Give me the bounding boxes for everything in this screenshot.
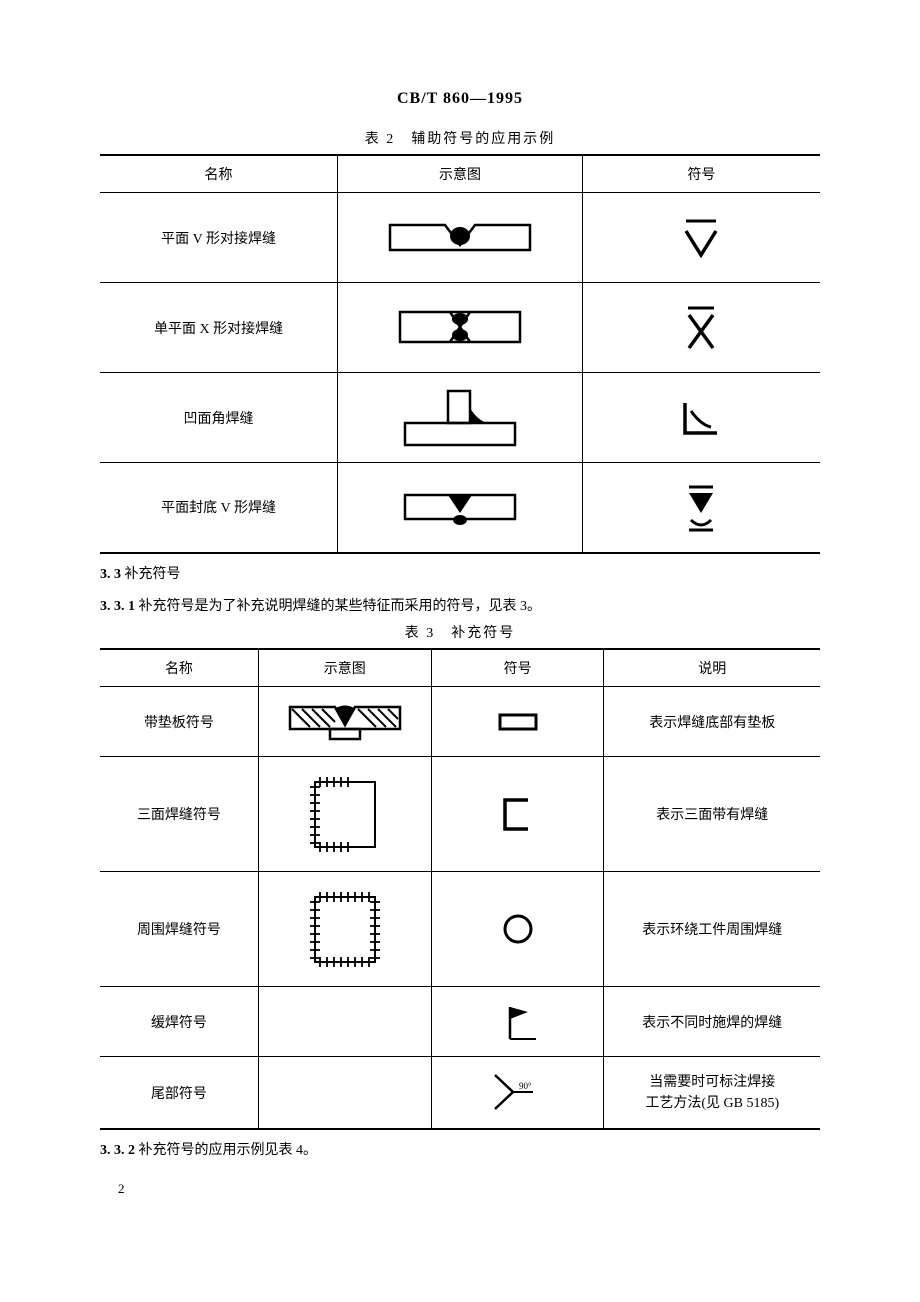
- table3-cell-diagram: [258, 1057, 431, 1130]
- table3-cell-diagram: [258, 757, 431, 872]
- section-3-3-num: 3. 3: [100, 567, 121, 582]
- table3-cell-symbol: [431, 687, 604, 757]
- table2-cell-symbol: [582, 283, 820, 373]
- table2-row: 单平面 X 形对接焊缝: [100, 283, 820, 373]
- table2-row: 平面 V 形对接焊缝: [100, 193, 820, 283]
- table3-caption: 表 3 补充符号: [100, 622, 820, 642]
- field-weld-symbol-icon: [488, 997, 548, 1047]
- table3-cell-name: 缓焊符号: [100, 987, 258, 1057]
- table3-cell-diagram: [258, 987, 431, 1057]
- table2-cell-diagram: [338, 193, 583, 283]
- table3-row: 带垫板符号 表示焊缝底部有垫板: [100, 687, 820, 757]
- table3-col-diagram: 示意图: [258, 649, 431, 687]
- table3-cell-desc: 当需要时可标注焊接 工艺方法(见 GB 5185): [604, 1057, 820, 1130]
- section-3-3-2: 3. 3. 2 补充符号的应用示例见表 4。: [100, 1140, 820, 1162]
- section-3-3-2-text: 补充符号的应用示例见表 4。: [139, 1143, 318, 1158]
- x-butt-diagram-icon: [380, 300, 540, 355]
- all-around-diagram-icon: [290, 882, 400, 977]
- backing-plate-diagram-icon: [280, 697, 410, 747]
- table2-row: 平面封底 V 形焊缝: [100, 463, 820, 553]
- table3-row: 周围焊缝符号: [100, 872, 820, 987]
- table2-cell-name: 平面 V 形对接焊缝: [100, 193, 338, 283]
- table3-col-name: 名称: [100, 649, 258, 687]
- table2-cell-diagram: [338, 373, 583, 463]
- three-side-diagram-icon: [290, 767, 400, 862]
- tail-symbol-icon: 90°: [483, 1065, 553, 1120]
- table3-cell-desc: 表示焊缝底部有垫板: [604, 687, 820, 757]
- table3-row: 三面焊缝符号: [100, 757, 820, 872]
- table3-col-desc: 说明: [604, 649, 820, 687]
- table2-col-name: 名称: [100, 155, 338, 193]
- section-3-3-2-num: 3. 3. 2: [100, 1143, 135, 1158]
- document-header: CB/T 860—1995: [100, 90, 820, 108]
- table2: 名称 示意图 符号 平面 V 形对接焊缝 单平面 X 形对接焊缝: [100, 154, 820, 554]
- table2-col-symbol: 符号: [582, 155, 820, 193]
- table3-cell-desc: 表示三面带有焊缝: [604, 757, 820, 872]
- concave-fillet-symbol-icon: [671, 393, 731, 443]
- table3-cell-symbol: [431, 987, 604, 1057]
- table2-cell-symbol: [582, 373, 820, 463]
- table3-cell-diagram: [258, 872, 431, 987]
- table3-cell-name: 尾部符号: [100, 1057, 258, 1130]
- page-number: 2: [100, 1181, 820, 1197]
- table2-cell-symbol: [582, 463, 820, 553]
- table3-cell-name: 三面焊缝符号: [100, 757, 258, 872]
- table3-desc-line1: 当需要时可标注焊接: [649, 1075, 775, 1090]
- table3-cell-symbol: [431, 757, 604, 872]
- v-butt-diagram-icon: [380, 210, 540, 265]
- concave-fillet-diagram-icon: [380, 383, 540, 453]
- table3-cell-name: 带垫板符号: [100, 687, 258, 757]
- table3-cell-diagram: [258, 687, 431, 757]
- table2-caption: 表 2 辅助符号的应用示例: [100, 128, 820, 148]
- flat-x-symbol-icon: [671, 300, 731, 355]
- table3-cell-name: 周围焊缝符号: [100, 872, 258, 987]
- table2-row: 凹面角焊缝: [100, 373, 820, 463]
- table2-col-diagram: 示意图: [338, 155, 583, 193]
- table3: 名称 示意图 符号 说明 带垫板符号 表示焊缝底部: [100, 648, 820, 1130]
- section-3-3-title: 补充符号: [125, 567, 181, 582]
- v-backing-symbol-icon: [671, 480, 731, 535]
- table2-header-row: 名称 示意图 符号: [100, 155, 820, 193]
- section-3-3-1: 3. 3. 1 补充符号是为了补充说明焊缝的某些特征而采用的符号，见表 3。: [100, 596, 820, 618]
- table3-desc-line2: 工艺方法(见 GB 5185): [645, 1096, 779, 1111]
- table2-cell-name: 平面封底 V 形焊缝: [100, 463, 338, 553]
- v-backing-diagram-icon: [380, 485, 540, 530]
- table2-cell-diagram: [338, 283, 583, 373]
- table3-header-row: 名称 示意图 符号 说明: [100, 649, 820, 687]
- section-3-3-1-num: 3. 3. 1: [100, 599, 135, 614]
- table2-cell-name: 单平面 X 形对接焊缝: [100, 283, 338, 373]
- table3-row: 尾部符号 90° 当需要时可标注焊接 工艺方法(见 GB 5185): [100, 1057, 820, 1130]
- svg-text:90°: 90°: [519, 1081, 532, 1091]
- three-side-symbol-icon: [493, 792, 543, 837]
- table2-cell-name: 凹面角焊缝: [100, 373, 338, 463]
- table3-cell-symbol: 90°: [431, 1057, 604, 1130]
- all-around-symbol-icon: [493, 907, 543, 952]
- table2-cell-diagram: [338, 463, 583, 553]
- section-3-3: 3. 3 补充符号: [100, 564, 820, 586]
- backing-plate-symbol-icon: [488, 707, 548, 737]
- table3-col-symbol: 符号: [431, 649, 604, 687]
- table3-cell-desc: 表示环绕工件周围焊缝: [604, 872, 820, 987]
- table3-cell-symbol: [431, 872, 604, 987]
- flat-v-symbol-icon: [671, 213, 731, 263]
- section-3-3-1-text: 补充符号是为了补充说明焊缝的某些特征而采用的符号，见表 3。: [139, 599, 542, 614]
- table2-cell-symbol: [582, 193, 820, 283]
- table3-row: 缓焊符号 表示不同时施焊的焊缝: [100, 987, 820, 1057]
- table3-cell-desc: 表示不同时施焊的焊缝: [604, 987, 820, 1057]
